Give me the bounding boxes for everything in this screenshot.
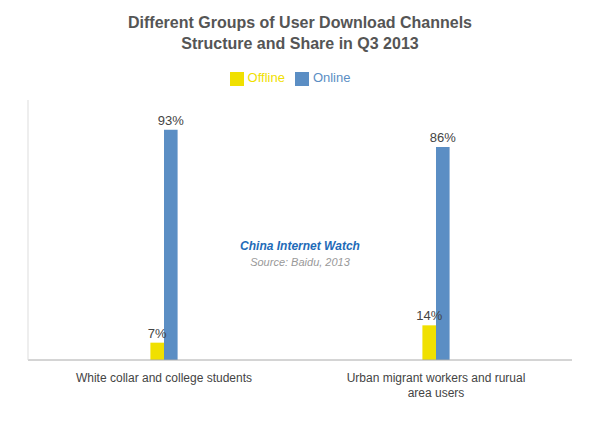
html-text:Offline: Offline (247, 70, 285, 85)
html-text:Structure and Share in Q3 2013: Structure and Share in Q3 2013 (181, 35, 419, 52)
svg-text:14%: 14% (416, 308, 442, 323)
svg-text:86%: 86% (430, 130, 456, 145)
html-text:China Internet Watch: China Internet Watch (240, 239, 360, 253)
svg-text:93%: 93% (158, 113, 184, 128)
svg-text:White collar and college stude: White collar and college students (76, 371, 252, 385)
html-text:Online: Online (312, 70, 351, 85)
svg-text:Urban migrant workers and ruru: Urban migrant workers and rurualarea use… (347, 371, 526, 400)
svg-text:7%: 7% (148, 326, 167, 341)
html-text:Source: Baidu, 2013: Source: Baidu, 2013 (250, 256, 350, 268)
html-text:Different Groups of User Downl: Different Groups of User Download Channe… (128, 14, 472, 31)
